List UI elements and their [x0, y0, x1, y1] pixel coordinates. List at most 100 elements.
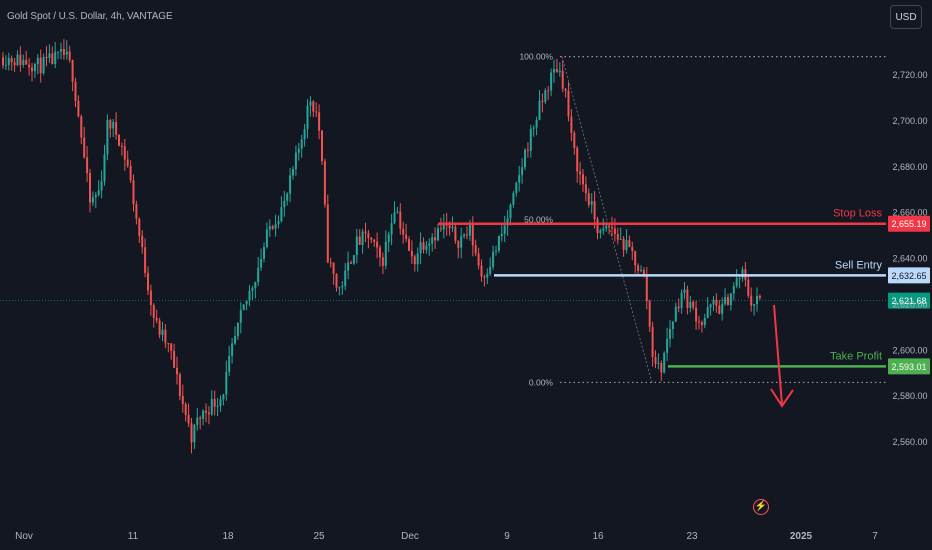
candle-body [419, 242, 422, 254]
candle-body [399, 211, 402, 229]
candle-body [564, 88, 567, 91]
candle-body [550, 72, 553, 91]
candle-body [477, 253, 480, 266]
x-tick-label: 9 [504, 531, 510, 542]
candle-body [158, 320, 161, 335]
candle-body [103, 154, 106, 182]
candle-body [277, 221, 280, 225]
candle-body [570, 116, 573, 133]
candle-body [161, 329, 164, 335]
candle-body [692, 302, 695, 308]
y-tick-label: 2,720.00 [892, 70, 927, 80]
candle-body [599, 230, 602, 234]
candle-body [115, 122, 118, 135]
candle-body [660, 363, 663, 373]
current-price-label: 2,621.68 [891, 296, 926, 306]
candle-body [596, 219, 599, 234]
candle-body [318, 112, 321, 131]
currency-button[interactable]: USD [890, 5, 922, 29]
fib-trend-line [561, 56, 653, 383]
candle-body [373, 239, 376, 242]
candle-body [315, 111, 318, 113]
candle-body [460, 236, 463, 248]
candle-body [747, 279, 750, 296]
candle-body [657, 363, 660, 365]
candle-body [19, 54, 22, 65]
candle-body [732, 286, 735, 294]
candle-body [164, 329, 167, 344]
candle-body [257, 267, 260, 283]
candle-body [428, 243, 431, 246]
candle-body [538, 100, 541, 121]
candle-body [677, 306, 680, 309]
candle-body [495, 250, 497, 252]
candle-body [22, 60, 25, 65]
candle-body [97, 190, 100, 195]
candle-body [361, 231, 364, 245]
candle-body [703, 317, 706, 326]
candle-body [413, 256, 416, 265]
candle-body [425, 245, 428, 250]
candle-body [106, 119, 109, 155]
candle-body [492, 251, 495, 267]
candle-body [631, 246, 634, 252]
candle-body [439, 228, 442, 230]
candle-body [352, 255, 355, 264]
candle-body [190, 423, 193, 443]
candle-body [219, 399, 222, 407]
lightning-icon[interactable]: ⚡ [753, 499, 769, 515]
candle-body [686, 289, 689, 308]
y-tick-label: 2,600.00 [892, 345, 927, 355]
candle-body [463, 234, 466, 237]
candle-body [77, 100, 80, 117]
candle-body [434, 237, 437, 241]
candle-body [695, 307, 698, 322]
candle-body [239, 310, 242, 323]
candle-body [132, 180, 135, 205]
y-tick-label: 2,640.00 [892, 254, 927, 264]
candle-body [329, 262, 332, 264]
y-tick-label: 2,680.00 [892, 162, 927, 172]
candle-body [553, 69, 555, 73]
candle-body [605, 225, 608, 229]
candle-body [466, 234, 468, 236]
candle-body [645, 276, 648, 302]
candle-body [60, 48, 62, 52]
candle-body [39, 57, 42, 74]
candle-body [196, 417, 199, 425]
candle-body [144, 247, 147, 273]
candle-body [155, 317, 158, 321]
candle-body [225, 371, 228, 395]
candle-body [71, 60, 74, 82]
candle-body [338, 287, 341, 289]
candle-body [405, 234, 408, 240]
candle-body [613, 228, 616, 235]
candle-body [147, 272, 149, 291]
candle-body [207, 412, 210, 415]
candle-body [648, 301, 651, 327]
candle-body [28, 64, 31, 68]
candle-body [251, 288, 254, 291]
candle-body [280, 207, 283, 222]
candle-body [706, 307, 709, 318]
candle-body [521, 167, 524, 176]
candle-body [700, 322, 703, 326]
candle-body [524, 149, 526, 168]
candle-body [265, 229, 268, 248]
candle-body [669, 329, 671, 339]
trade-line-label: Take Profit [830, 350, 882, 362]
candle-body [120, 145, 123, 147]
candle-body [126, 159, 129, 166]
candle-body [529, 128, 532, 151]
candle-body [718, 305, 721, 314]
candle-body [651, 326, 654, 358]
candle-body [350, 262, 352, 264]
candle-body [321, 130, 323, 162]
candle-body [468, 224, 471, 236]
candle-body [416, 253, 419, 265]
candle-body [454, 226, 457, 241]
symbol-title: Gold Spot / U.S. Dollar, 4h, VANTAGE [7, 11, 173, 22]
candle-body [584, 184, 587, 194]
